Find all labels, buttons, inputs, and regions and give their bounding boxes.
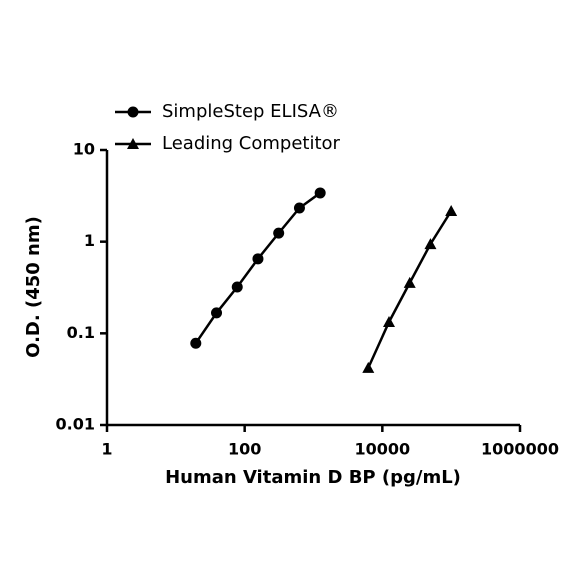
x-tick-label: 10000 <box>354 440 410 459</box>
x-tick-label: 1 <box>101 440 112 459</box>
x-axis-label: Human Vitamin D BP (pg/mL) <box>165 467 461 488</box>
y-tick-label: 0.01 <box>56 415 95 434</box>
data-point <box>293 202 305 214</box>
series-line <box>367 210 453 369</box>
data-point <box>211 307 223 319</box>
legend-label: Leading Competitor <box>162 133 341 154</box>
data-point <box>314 187 326 199</box>
legend-marker <box>127 138 139 149</box>
x-tick-label: 1000000 <box>481 440 559 459</box>
y-axis-label: O.D. (450 nm) <box>23 216 44 358</box>
data-point <box>273 227 285 239</box>
data-point <box>383 315 396 327</box>
data-point <box>252 253 264 265</box>
x-tick-label: 100 <box>228 440 261 459</box>
data-point <box>231 281 243 293</box>
series-line <box>194 191 321 344</box>
legend-marker <box>127 106 139 118</box>
legend-label: SimpleStep ELISA® <box>162 101 339 122</box>
data-point <box>403 276 416 288</box>
y-tick-label: 0.1 <box>67 323 95 342</box>
data-point <box>190 337 202 349</box>
y-tick-label: 10 <box>73 140 95 159</box>
data-point <box>362 361 375 373</box>
y-tick-label: 1 <box>84 231 95 250</box>
data-point <box>445 205 458 217</box>
data-point <box>424 238 437 250</box>
